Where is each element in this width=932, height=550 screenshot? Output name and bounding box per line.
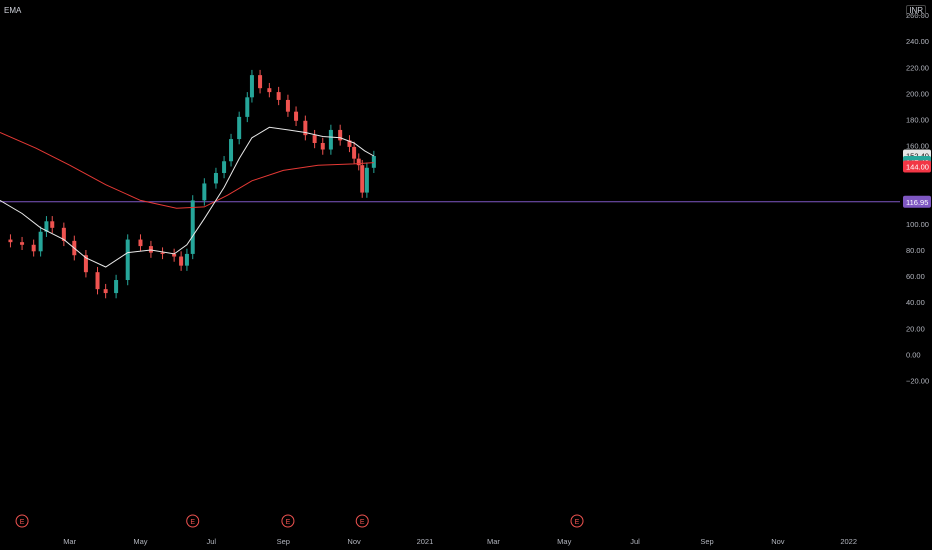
price-tick-label: 220.00 <box>906 63 929 72</box>
time-tick-label: Mar <box>487 537 500 546</box>
price-tick-label: 80.00 <box>906 246 925 255</box>
earnings-marker-label: E <box>20 519 25 526</box>
candle-body <box>352 146 357 159</box>
earnings-marker-label: E <box>575 519 580 526</box>
earnings-marker-icon[interactable] <box>281 514 295 528</box>
candle-body <box>364 167 369 193</box>
time-tick-label: May <box>133 537 147 546</box>
earnings-marker-label: E <box>286 519 291 526</box>
price-tick-label: 180.00 <box>906 116 929 125</box>
time-tick-label: May <box>557 537 571 546</box>
price-tick-label: 40.00 <box>906 298 925 307</box>
candle-body <box>285 99 290 112</box>
time-tick-label: Sep <box>700 537 713 546</box>
candle-body <box>294 111 299 121</box>
earnings-marker-icon[interactable] <box>355 514 369 528</box>
candle-body <box>312 135 317 143</box>
candle-body <box>125 239 130 281</box>
candle-body <box>202 183 207 201</box>
time-tick-label: Jul <box>207 537 217 546</box>
candle-body <box>148 246 153 253</box>
time-tick-label: Sep <box>277 537 290 546</box>
candle-body <box>179 256 184 266</box>
candle-body <box>347 140 352 147</box>
earnings-marker-icon[interactable] <box>15 514 29 528</box>
currency-label[interactable]: INR <box>906 5 926 16</box>
price-tick-label: 60.00 <box>906 272 925 281</box>
time-tick-label: Nov <box>347 537 361 546</box>
price-tag <box>903 195 931 208</box>
candle-body <box>338 129 343 141</box>
price-tag-label: 144.00 <box>906 162 929 171</box>
candle-body <box>8 239 13 243</box>
candle-body <box>61 227 66 241</box>
price-tag-label: 116.95 <box>906 198 928 207</box>
earnings-marker-icon[interactable] <box>570 514 584 528</box>
candle-body <box>303 120 308 136</box>
candle-body <box>184 253 189 266</box>
time-tick-label: Mar <box>63 537 76 546</box>
candle-body <box>160 252 165 254</box>
candle-body <box>138 239 143 247</box>
candle-body <box>229 139 234 162</box>
candle-body <box>31 244 36 252</box>
candle-body <box>245 97 250 117</box>
price-tick-label: 20.00 <box>906 324 925 333</box>
candle-body <box>83 255 88 273</box>
candle-body <box>172 253 177 257</box>
candle-body <box>276 92 281 100</box>
price-tick-label: 100.00 <box>906 220 929 229</box>
candle-body <box>38 231 43 252</box>
currency-badge[interactable]: INR <box>906 5 926 16</box>
candle-body <box>320 142 325 150</box>
candle-body <box>371 156 376 168</box>
candle-body <box>237 116 242 140</box>
candle-body <box>258 75 263 89</box>
price-tick-label: −20.00 <box>906 377 929 386</box>
time-tick-label: Jul <box>630 537 640 546</box>
candle-body <box>249 75 254 98</box>
time-tick-label: 2022 <box>840 537 857 546</box>
candle-body <box>44 221 49 232</box>
price-tick-label: 200.00 <box>906 89 929 98</box>
candle-body <box>103 289 108 294</box>
candle-body <box>20 242 25 245</box>
earnings-marker-icon[interactable] <box>186 514 200 528</box>
candle-body <box>50 221 55 228</box>
candle-body <box>95 272 100 290</box>
candle-body <box>114 280 119 294</box>
candle-body <box>190 200 195 254</box>
price-tag-label: 152.40 <box>906 152 929 161</box>
ema-fast-line <box>0 126 375 268</box>
earnings-marker-label: E <box>360 519 365 526</box>
indicator-label[interactable]: EMA <box>4 6 22 15</box>
candle-body <box>213 173 218 184</box>
time-tick-label: 2021 <box>417 537 434 546</box>
candle-body <box>328 129 333 150</box>
candle-body <box>356 158 361 166</box>
price-tick-label: 0.00 <box>906 350 921 359</box>
price-tick-label: 160.00 <box>906 142 929 151</box>
price-tag <box>903 160 931 173</box>
time-tick-label: Nov <box>771 537 785 546</box>
candle-body <box>267 88 272 93</box>
time-axis[interactable]: Mar May Jul Sep Nov 2021 Mar May Jul Sep Nov 2022 <box>63 537 857 546</box>
price-tick-label: 240.00 <box>906 37 929 46</box>
price-axis[interactable]: 360.00340.00320.00300.00280.00260.00240.… <box>906 0 929 385</box>
earnings-marker-label: E <box>190 519 195 526</box>
candle-body <box>222 161 227 174</box>
candlestick-series <box>8 69 376 299</box>
candle-body <box>360 165 365 193</box>
ema-slow-line <box>0 132 374 209</box>
